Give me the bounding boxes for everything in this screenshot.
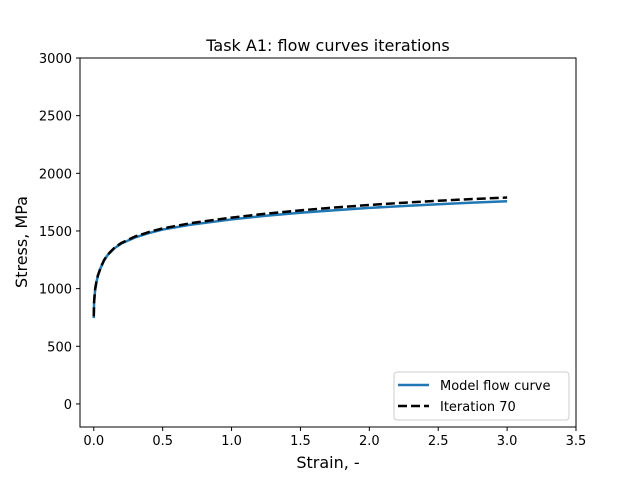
x-tick-label: 0.5 <box>152 434 173 449</box>
x-tick-label: 2.0 <box>359 434 380 449</box>
x-tick-label: 2.5 <box>428 434 449 449</box>
x-tick-label: 3.5 <box>566 434 587 449</box>
x-tick-label: 1.5 <box>290 434 311 449</box>
y-tick-label: 2000 <box>39 167 72 182</box>
y-tick-label: 3000 <box>39 52 72 67</box>
x-tick-label: 0.0 <box>83 434 104 449</box>
series-line-iteration-70 <box>92 196 508 317</box>
chart-title: Task A1: flow curves iterations <box>205 36 449 55</box>
y-axis: 0 500 1000 1500 2000 2500 3000 <box>39 52 80 413</box>
legend-box <box>393 371 570 421</box>
y-tick-label: 500 <box>47 340 72 355</box>
y-tick-label: 1000 <box>39 283 72 298</box>
x-axis: 0.0 0.5 1.0 1.5 2.0 2.5 3.0 3.5 <box>83 427 586 449</box>
x-axis-label: Strain, - <box>296 453 359 472</box>
plot-area <box>79 57 577 428</box>
legend: Model flow curve Iteration 70 <box>393 371 570 421</box>
legend-label-model-flow-curve: Model flow curve <box>440 379 551 394</box>
y-tick-label: 1500 <box>39 225 72 240</box>
x-tick-label: 1.0 <box>221 434 242 449</box>
series-layer <box>92 196 508 319</box>
y-axis-label: Stress, MPa <box>12 196 31 288</box>
axes-frame <box>79 57 577 428</box>
y-tick-label: 2500 <box>39 110 72 125</box>
x-tick-label: 3.0 <box>497 434 518 449</box>
legend-label-iteration-70: Iteration 70 <box>440 400 516 415</box>
y-tick-label: 0 <box>64 398 72 413</box>
